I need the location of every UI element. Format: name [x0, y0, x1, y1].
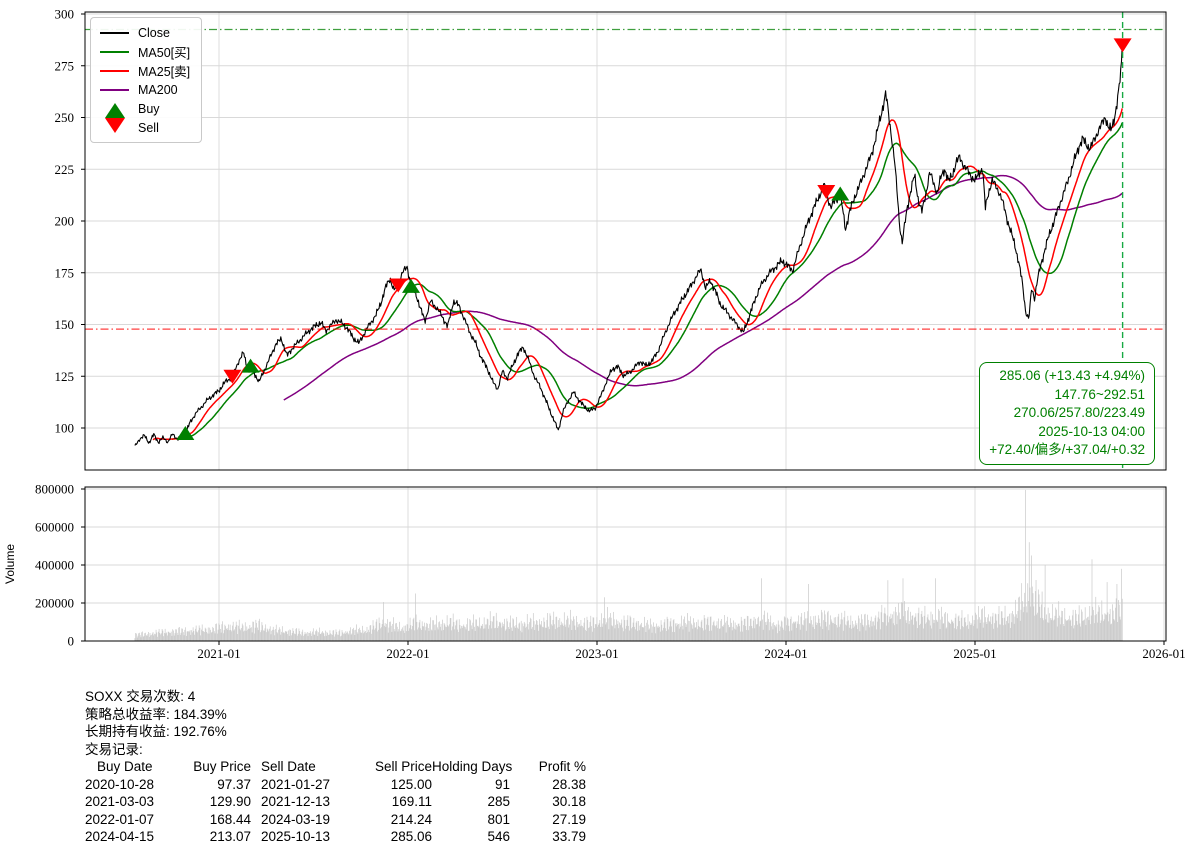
- svg-text:200: 200: [55, 214, 75, 229]
- close-line-swatch: [100, 31, 129, 34]
- trade-row-cell: 2021-12-13: [261, 794, 331, 809]
- svg-text:2023-01: 2023-01: [575, 646, 618, 661]
- col-header-sell-price: Sell Price: [374, 759, 432, 774]
- sell-triangle-icon: [100, 118, 129, 133]
- trade-row-cell: 169.11: [391, 794, 432, 809]
- trade-row-cell: 2024-03-19: [261, 811, 331, 827]
- svg-text:2021-01: 2021-01: [197, 646, 240, 661]
- svg-text:175: 175: [55, 265, 75, 280]
- svg-text:100: 100: [55, 421, 75, 436]
- trade-row-cell: 801: [487, 811, 510, 827]
- trade-row-cell: 168.44: [209, 811, 251, 827]
- legend-item-ma200: MA200: [100, 80, 190, 99]
- trade-log-title: 交易记录:: [85, 741, 143, 757]
- svg-text:300: 300: [55, 7, 75, 22]
- trade-count-line: SOXX 交易次数: 4: [85, 689, 196, 704]
- annotation-price-line: 285.06 (+13.43 +4.94%): [999, 368, 1145, 383]
- svg-text:250: 250: [55, 110, 75, 125]
- trade-row-cell: 214.24: [390, 811, 432, 827]
- trade-row-cell: 2025-10-13: [261, 829, 331, 844]
- trade-row-cell: 546: [487, 829, 510, 844]
- legend-item-ma50: MA50[买]: [100, 42, 190, 61]
- legend-item-sell: Sell: [100, 118, 190, 137]
- legend-label: MA50[买]: [138, 46, 191, 60]
- ma200-line-swatch: [100, 88, 129, 91]
- col-header-profit: Profit %: [538, 759, 586, 774]
- svg-text:800000: 800000: [35, 482, 74, 497]
- trade-row-cell: 129.90: [209, 794, 251, 809]
- legend-label: Close: [138, 25, 170, 40]
- col-header-buy-date: Buy Date: [97, 759, 153, 774]
- strategy-return-line: 策略总收益率: 184.39%: [85, 706, 227, 722]
- col-header-holding-days: Holding Days: [432, 759, 513, 774]
- trade-row-cell: 2021-03-03: [85, 794, 155, 809]
- legend-label: Buy: [138, 101, 160, 116]
- price-volume-chart: 100 125 150 175 200 225 250 275 300 0 200000 400000…: [3, 7, 1186, 662]
- col-header-buy-price: Buy Price: [193, 759, 251, 774]
- ma25-line-swatch: [100, 69, 129, 72]
- trade-row-cell: 285: [487, 794, 510, 809]
- svg-text:200000: 200000: [35, 596, 74, 611]
- trade-row-cell: 2021-01-27: [261, 776, 331, 792]
- buyhold-return-line: 长期持有收益: 192.76%: [85, 724, 227, 739]
- backtest-summary: SOXX 交易次数: 4 策略总收益率: 184.39% 长期持有收益: 192…: [85, 688, 586, 846]
- trade-row-cell: 97.37: [217, 776, 251, 792]
- trade-row-cell: 91: [494, 776, 510, 792]
- svg-text:2024-01: 2024-01: [764, 646, 807, 661]
- trade-row-cell: 2020-10-28: [85, 776, 155, 792]
- legend-label: MA200: [138, 82, 178, 97]
- annotation-datetime-line: 2025-10-13 04:00: [1038, 423, 1145, 439]
- chart-legend: Close MA50[买] MA25[卖] MA200 Buy Sell: [90, 17, 203, 143]
- legend-item-buy: Buy: [100, 99, 190, 118]
- annotation-range-line: 147.76~292.51: [1054, 386, 1145, 402]
- trade-row-cell: 125.00: [390, 776, 432, 792]
- svg-text:2022-01: 2022-01: [386, 646, 429, 661]
- svg-text:2025-01: 2025-01: [953, 646, 996, 661]
- svg-text:125: 125: [55, 369, 75, 384]
- trades-table: Buy Date Buy Price Sell Date Sell Price …: [85, 758, 586, 846]
- trade-row-cell: 27.19: [552, 811, 586, 827]
- svg-text:150: 150: [55, 317, 75, 332]
- annotation-ma-line: 270.06/257.80/223.49: [1013, 405, 1145, 420]
- trade-row-cell: 2024-04-15: [85, 829, 155, 844]
- svg-text:275: 275: [55, 58, 75, 73]
- svg-text:2026-01: 2026-01: [1142, 646, 1185, 661]
- legend-label: Sell: [138, 120, 159, 135]
- legend-item-ma25: MA25[卖]: [100, 61, 190, 80]
- annotation-indicator-line: +72.40/偏多/+37.04/+0.32: [989, 442, 1145, 457]
- volume-axis-label: Volume: [3, 544, 17, 584]
- trade-row-cell: 2022-01-07: [85, 811, 155, 827]
- legend-label: MA25[卖]: [138, 65, 191, 79]
- svg-text:225: 225: [55, 162, 75, 177]
- trade-row-cell: 28.38: [552, 776, 586, 792]
- buy-triangle-icon: [100, 103, 129, 118]
- col-header-sell-date: Sell Date: [261, 759, 316, 774]
- trade-row-cell: 213.07: [209, 829, 251, 844]
- svg-text:600000: 600000: [35, 520, 74, 535]
- svg-text:400000: 400000: [35, 558, 74, 573]
- ma50-line-swatch: [100, 50, 129, 53]
- trade-row-cell: 285.06: [390, 829, 432, 844]
- quote-annotation-box: 285.06 (+13.43 +4.94%) 147.76~292.51 270…: [979, 362, 1155, 465]
- trade-row-cell: 33.79: [552, 829, 586, 844]
- legend-item-close: Close: [100, 23, 190, 42]
- svg-text:0: 0: [68, 634, 75, 649]
- trade-row-cell: 30.18: [552, 794, 586, 809]
